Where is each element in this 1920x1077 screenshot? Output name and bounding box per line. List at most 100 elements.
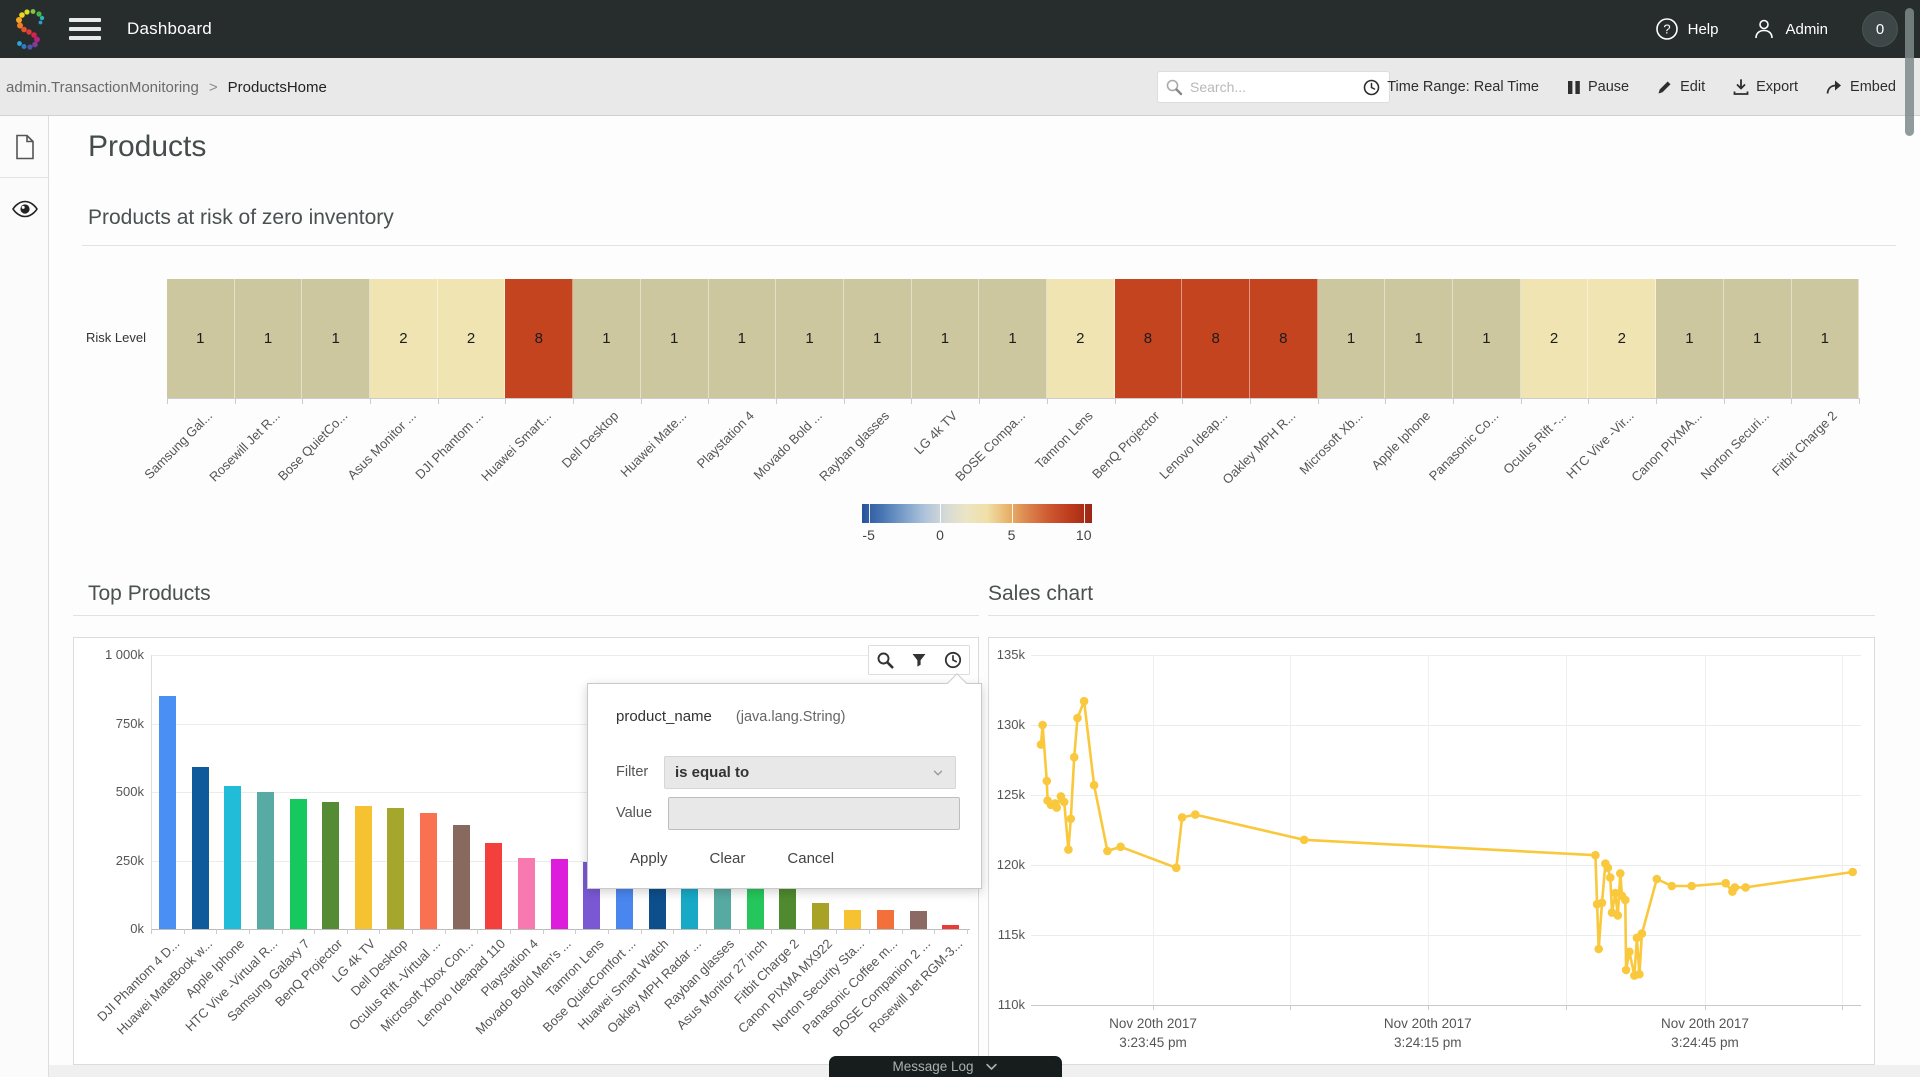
heatmap-cell[interactable]: 2 [1046, 279, 1115, 398]
edit-button[interactable]: Edit [1657, 79, 1705, 95]
help-button[interactable]: ? Help [1655, 17, 1718, 41]
filter-funnel-icon[interactable] [909, 650, 929, 670]
heatmap-tick [505, 398, 507, 404]
pause-button[interactable]: Pause [1567, 79, 1629, 95]
filter-operator-select[interactable]: is equal to [664, 756, 956, 789]
heatmap-cell[interactable]: 8 [1250, 279, 1318, 398]
export-button[interactable]: Export [1733, 79, 1798, 95]
time-range-button[interactable]: Time Range: Real Time [1363, 79, 1539, 96]
heatmap-cell[interactable]: 2 [1588, 279, 1657, 398]
heatmap-cell[interactable]: 2 [1520, 279, 1589, 398]
heatmap-cell[interactable]: 1 [640, 279, 709, 398]
heatmap-cell[interactable]: 1 [708, 279, 777, 398]
svg-text:?: ? [1663, 22, 1670, 37]
line-point [1052, 803, 1061, 812]
time-settings-icon[interactable] [943, 650, 963, 670]
popup-field-name: product_name [616, 708, 712, 725]
heatmap-cell[interactable]: 1 [1317, 279, 1386, 398]
line-point [1059, 797, 1069, 807]
user-icon [1755, 19, 1774, 39]
heatmap-tick [1791, 398, 1793, 404]
heatmap-tick [167, 398, 168, 404]
bar-y-axis-label: 250k [115, 852, 144, 868]
breadcrumb-page[interactable]: ProductsHome [227, 78, 327, 96]
bar-x-tick [444, 929, 446, 934]
heatmap-cell[interactable]: 1 [1385, 279, 1454, 398]
chevron-down-icon [933, 770, 943, 776]
legend-tick-label: -5 [862, 527, 875, 543]
heatmap-cell[interactable]: 1 [979, 279, 1047, 398]
bar-x-tick [248, 929, 250, 934]
heatmap-cell[interactable]: 2 [370, 279, 438, 398]
zoom-search-icon[interactable] [875, 650, 895, 670]
bar [746, 876, 764, 929]
heatmap-cell[interactable]: 8 [1182, 279, 1250, 398]
sales-vertical-gridline [1566, 655, 1568, 1005]
sales-x-tick [1153, 1005, 1154, 1010]
bar [779, 880, 797, 929]
bar [942, 924, 960, 929]
heatmap-cell[interactable]: 1 [1791, 279, 1860, 398]
heatmap-tick [1452, 398, 1454, 404]
sales-gridline [1031, 1005, 1861, 1006]
page-icon [15, 134, 34, 159]
dashboard-toolbar: admin.TransactionMonitoring > ProductsHo… [0, 58, 1920, 116]
heatmap-cell[interactable]: 1 [573, 279, 641, 398]
top-products-title: Top Products [88, 582, 211, 605]
share-arrow-icon [1826, 80, 1842, 94]
filter-value-input[interactable] [668, 797, 960, 830]
value-label: Value [616, 805, 653, 821]
line-point [1299, 835, 1309, 845]
sidebar-item-pages[interactable] [0, 116, 49, 178]
heatmap-tick [843, 398, 845, 404]
bar [322, 801, 340, 929]
pause-icon [1568, 80, 1580, 94]
heatmap-tick [911, 398, 913, 404]
sidebar-item-preview[interactable] [0, 178, 49, 240]
line-point [1069, 752, 1079, 762]
heatmap-tick [1385, 398, 1387, 404]
bar [224, 785, 242, 929]
heatmap-cell[interactable]: 1 [1453, 279, 1521, 398]
hamburger-menu-icon[interactable] [69, 18, 101, 40]
line-point [1191, 810, 1200, 819]
heatmap-cell[interactable]: 1 [843, 279, 912, 398]
line-point [1613, 911, 1623, 920]
notification-badge[interactable]: 0 [1862, 11, 1898, 47]
sales-y-axis-label: 110k [997, 997, 1025, 1012]
sales-gridline [1031, 795, 1861, 796]
embed-button[interactable]: Embed [1826, 79, 1896, 95]
clear-button[interactable]: Clear [709, 850, 746, 867]
heatmap-cell[interactable]: 1 [1723, 279, 1792, 398]
heatmap-cell[interactable]: 8 [505, 279, 574, 398]
breadcrumb-app[interactable]: admin.TransactionMonitoring [6, 78, 199, 96]
line-point [1611, 888, 1620, 898]
vertical-scrollbar[interactable] [1905, 8, 1914, 136]
line-point [1089, 780, 1099, 790]
search-input[interactable] [1157, 71, 1390, 103]
heatmap-cell[interactable]: 1 [167, 279, 235, 398]
line-point [1621, 965, 1631, 975]
line-point [1064, 845, 1073, 854]
bar-x-tick [314, 929, 316, 934]
line-point [1667, 881, 1677, 891]
heatmap-cell[interactable]: 1 [234, 279, 303, 398]
heatmap-cell[interactable]: 2 [437, 279, 506, 398]
heatmap-cell[interactable]: 1 [911, 279, 980, 398]
sales-x-tick [1566, 1005, 1568, 1010]
apply-button[interactable]: Apply [630, 850, 668, 867]
heatmap-cell[interactable]: 1 [302, 279, 371, 398]
bar-x-tick [607, 929, 609, 934]
heatmap-cell[interactable]: 8 [1114, 279, 1183, 398]
heatmap-tick [437, 398, 439, 404]
sales-gridline [1031, 655, 1861, 656]
striim-logo-icon[interactable] [9, 7, 51, 51]
bar [256, 792, 274, 929]
heatmap-cell[interactable]: 1 [776, 279, 844, 398]
message-log-bar[interactable]: Message Log [829, 1056, 1062, 1077]
cancel-button[interactable]: Cancel [787, 850, 835, 867]
bar [420, 812, 438, 929]
heatmap-cell[interactable]: 1 [1656, 279, 1724, 398]
user-menu[interactable]: Admin [1752, 17, 1828, 41]
